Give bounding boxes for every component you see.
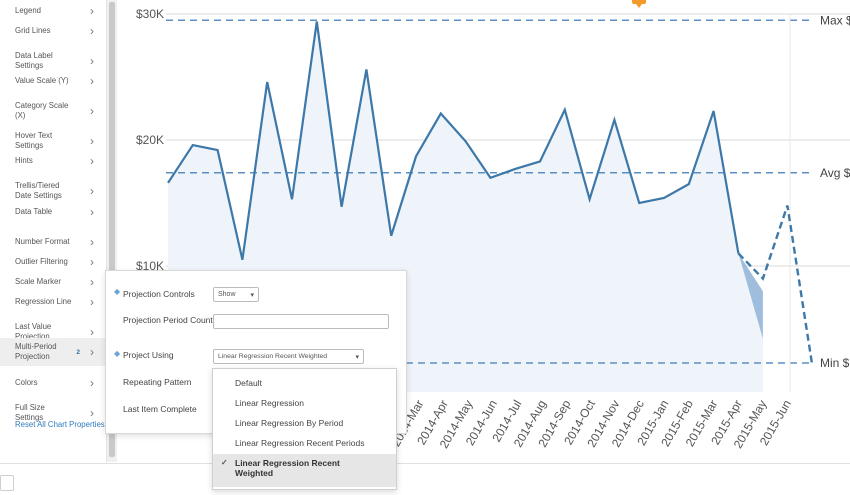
sidebar-item-label: Legend (15, 6, 42, 15)
alert-marker-pointer (636, 4, 642, 8)
dropdown-option-label: Linear Regression (235, 398, 304, 408)
footer-control[interactable] (0, 475, 14, 491)
chevron-right-icon: › (90, 184, 94, 198)
sidebar-item-label: Trellis/Tiered Date Settings (15, 181, 62, 200)
chevron-right-icon: › (90, 4, 94, 18)
chevron-right-icon: › (90, 134, 94, 148)
sidebar-item[interactable]: Multi-Period Projection 2 › (0, 338, 106, 366)
sidebar-item-label: Number Format (15, 237, 70, 246)
projection-controls-value: Show (218, 291, 236, 298)
chevron-down-icon: ▾ (355, 353, 359, 361)
sidebar-item-label: Colors (15, 378, 38, 387)
sidebar-item[interactable]: Colors › (0, 376, 106, 390)
bullet-icon: ◆ (114, 349, 121, 358)
repeating-pattern-label: Repeating Pattern (123, 377, 192, 387)
project-using-label: Project Using (123, 350, 174, 360)
chevron-right-icon: › (90, 154, 94, 168)
sidebar-item-label: Full Size Settings (15, 403, 45, 422)
sidebar-item-label: Scale Marker (15, 277, 61, 286)
alert-marker-icon (632, 0, 646, 4)
y-tick-label: $30K (136, 7, 164, 21)
sidebar-item-label: Hover Text Settings (15, 131, 53, 150)
sidebar-item-label: Grid Lines (15, 26, 51, 35)
chevron-right-icon: › (90, 325, 94, 339)
chevron-down-icon: ▾ (250, 291, 254, 299)
dropdown-option[interactable]: Default (213, 375, 396, 391)
projection-controls-label: Projection Controls (123, 289, 195, 299)
reference-line-label: Avg $ (820, 166, 850, 180)
dropdown-option-label: Linear Regression Recent Periods (235, 438, 365, 448)
chart-settings-sidebar: Legend › Grid Lines › Data Label Settings › Va… (0, 0, 106, 462)
sidebar-item[interactable]: Full Size Settings › (0, 402, 106, 424)
dropdown-option-label: Default (235, 378, 262, 388)
count-badge: 2 (76, 348, 80, 356)
project-using-select[interactable]: Linear Regression Recent Weighted ▾ (213, 349, 364, 364)
chevron-right-icon: › (90, 295, 94, 309)
projection-area (738, 253, 763, 392)
dropdown-option-label: Linear Regression Recent Weighted (235, 458, 340, 478)
sidebar-item[interactable]: Regression Line › (0, 295, 106, 309)
chevron-right-icon: › (90, 275, 94, 289)
chevron-right-icon: › (90, 255, 94, 269)
chevron-right-icon: › (90, 345, 94, 359)
sidebar-item[interactable]: Hover Text Settings › (0, 130, 106, 152)
project-using-dropdown: Default Linear Regression Linear Regressio… (212, 368, 397, 490)
series-line (167, 21, 740, 260)
project-using-value: Linear Regression Recent Weighted (218, 353, 328, 360)
checkmark-icon: ✓ (221, 458, 228, 467)
projection-controls-select[interactable]: Show ▾ (213, 287, 259, 302)
sidebar-item[interactable]: Last Value Projection › (0, 321, 106, 343)
sidebar-item-label: Multi-Period Projection (15, 342, 57, 361)
bullet-icon: ◆ (114, 287, 121, 296)
dropdown-option-label: Linear Regression By Period (235, 418, 344, 428)
sidebar-item-label: Data Label Settings (15, 51, 53, 70)
dropdown-option[interactable]: Linear Regression By Period (213, 415, 396, 431)
sidebar-item[interactable]: Hints › (0, 154, 106, 168)
y-tick-label: $20K (136, 133, 164, 147)
last-item-complete-label: Last Item Complete (123, 404, 197, 414)
sidebar-item[interactable]: Trellis/Tiered Date Settings › (0, 180, 106, 202)
sidebar-item-label: Regression Line (15, 297, 72, 306)
sidebar-item[interactable]: Legend › (0, 4, 106, 18)
chevron-right-icon: › (90, 376, 94, 390)
projection-period-count-label: Projection Period Count (123, 315, 213, 325)
sidebar-item-label: Value Scale (Y) (15, 76, 69, 85)
chevron-right-icon: › (90, 406, 94, 420)
chevron-right-icon: › (90, 24, 94, 38)
reset-all-chart-properties-link[interactable]: Reset All Chart Properties (15, 420, 105, 429)
dropdown-option[interactable]: Linear Regression Recent Periods (213, 435, 396, 451)
sidebar-item[interactable]: Number Format › (0, 231, 106, 253)
sidebar-item[interactable]: Category Scale (X) › (0, 100, 106, 122)
sidebar-item-label: Category Scale (X) (15, 101, 69, 120)
y-tick-label: $10K (136, 259, 164, 273)
sidebar-item[interactable]: Outlier Filtering › (0, 255, 106, 269)
footer-divider (0, 463, 850, 464)
projection-line (737, 205, 814, 364)
projection-period-count-input[interactable] (213, 314, 389, 329)
chevron-right-icon: › (90, 74, 94, 88)
chevron-right-icon: › (90, 54, 94, 68)
dropdown-option[interactable]: Linear Regression (213, 395, 396, 411)
sidebar-item[interactable]: Data Table › (0, 205, 106, 219)
sidebar-item-label: Last Value Projection (15, 322, 52, 341)
chevron-right-icon: › (90, 205, 94, 219)
dropdown-option[interactable]: ✓ Linear Regression Recent Weighted (213, 454, 396, 487)
sidebar-item-label: Hints (15, 156, 33, 165)
sidebar-item[interactable]: Value Scale (Y) › (0, 74, 106, 88)
chevron-right-icon: › (90, 235, 94, 249)
reference-line-label: Max $ (820, 13, 850, 27)
sidebar-scrollbar-thumb[interactable] (109, 2, 115, 457)
sidebar-item[interactable]: Scale Marker › (0, 275, 106, 289)
sidebar-scrollbar[interactable] (106, 0, 117, 462)
sidebar-item[interactable]: Data Label Settings › (0, 50, 106, 72)
sidebar-item-label: Data Table (15, 207, 53, 216)
chevron-right-icon: › (90, 104, 94, 118)
sidebar-item-label: Outlier Filtering (15, 257, 68, 266)
sidebar-item[interactable]: Grid Lines › (0, 24, 106, 38)
reference-line-label: Min $ (820, 356, 850, 370)
